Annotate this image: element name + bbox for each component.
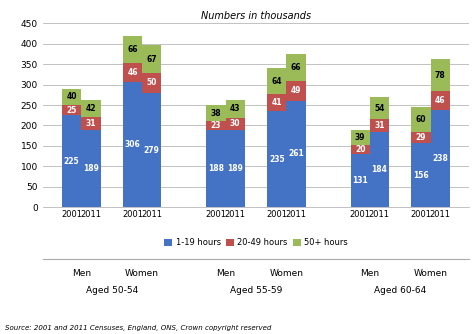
Text: 29: 29 (416, 133, 426, 142)
Text: Aged 50-54: Aged 50-54 (86, 286, 138, 295)
Title: Numbers in thousands: Numbers in thousands (201, 11, 311, 21)
Bar (267, 95, 286, 111)
Text: 78: 78 (435, 71, 446, 80)
Text: Women: Women (125, 269, 159, 278)
Bar (431, 59, 450, 91)
Bar (123, 63, 142, 82)
Text: 131: 131 (352, 176, 368, 185)
Text: 156: 156 (413, 171, 429, 180)
Bar (286, 80, 306, 101)
Text: Men: Men (216, 269, 235, 278)
Text: Men: Men (360, 269, 379, 278)
Bar (431, 91, 450, 110)
Bar (267, 111, 286, 207)
Text: 189: 189 (227, 164, 243, 173)
Bar (81, 100, 100, 117)
Bar (206, 130, 226, 207)
Text: 38: 38 (210, 109, 221, 118)
Bar (370, 132, 389, 207)
Bar (350, 154, 370, 207)
Bar (370, 119, 389, 132)
Text: 43: 43 (230, 105, 240, 114)
Bar (142, 73, 162, 93)
Text: Aged 60-64: Aged 60-64 (374, 286, 426, 295)
Text: 261: 261 (288, 149, 304, 158)
Text: Women: Women (269, 269, 303, 278)
Text: 46: 46 (435, 96, 446, 105)
Text: 66: 66 (128, 45, 138, 54)
Text: 31: 31 (86, 119, 96, 128)
Text: 25: 25 (66, 106, 77, 115)
Bar (62, 115, 81, 207)
Bar (81, 130, 100, 207)
Legend: 1-19 hours, 20-49 hours, 50+ hours: 1-19 hours, 20-49 hours, 50+ hours (161, 235, 351, 251)
Text: 50: 50 (146, 78, 157, 88)
Text: Source: 2001 and 2011 Censuses, England, ONS, Crown copyright reserved: Source: 2001 and 2011 Censuses, England,… (5, 325, 271, 331)
Text: 189: 189 (83, 164, 99, 173)
Text: 54: 54 (374, 104, 384, 113)
Text: Women: Women (414, 269, 447, 278)
Bar (431, 110, 450, 207)
Text: 67: 67 (146, 54, 157, 63)
Text: 188: 188 (208, 164, 224, 173)
Bar (226, 100, 245, 118)
Bar (123, 82, 142, 207)
Text: 23: 23 (210, 121, 221, 130)
Bar (286, 101, 306, 207)
Bar (370, 97, 389, 119)
Bar (62, 89, 81, 105)
Bar (226, 130, 245, 207)
Text: 225: 225 (64, 157, 80, 166)
Bar (206, 121, 226, 130)
Bar (142, 45, 162, 73)
Text: 41: 41 (272, 98, 282, 107)
Bar (286, 53, 306, 80)
Text: 20: 20 (355, 145, 365, 154)
Text: 184: 184 (372, 165, 387, 174)
Text: 49: 49 (291, 86, 301, 95)
Text: 64: 64 (272, 77, 282, 86)
Text: 39: 39 (355, 133, 365, 142)
Text: 42: 42 (86, 104, 96, 113)
Bar (206, 106, 226, 121)
Bar (411, 143, 431, 207)
Text: 60: 60 (416, 115, 426, 124)
Bar (226, 118, 245, 130)
Text: 235: 235 (269, 155, 284, 164)
Text: Aged 55-59: Aged 55-59 (230, 286, 282, 295)
Bar (62, 105, 81, 115)
Text: 66: 66 (291, 62, 301, 71)
Bar (411, 107, 431, 132)
Bar (142, 93, 162, 207)
Bar (411, 132, 431, 143)
Text: 40: 40 (66, 93, 77, 101)
Text: 306: 306 (125, 140, 140, 149)
Text: 46: 46 (128, 68, 138, 77)
Bar (123, 36, 142, 63)
Bar (267, 68, 286, 95)
Text: 238: 238 (432, 154, 448, 163)
Text: Men: Men (72, 269, 91, 278)
Text: 30: 30 (230, 119, 240, 128)
Text: 279: 279 (144, 146, 160, 155)
Bar (350, 130, 370, 145)
Text: 31: 31 (374, 121, 384, 130)
Bar (350, 145, 370, 154)
Bar (81, 117, 100, 130)
